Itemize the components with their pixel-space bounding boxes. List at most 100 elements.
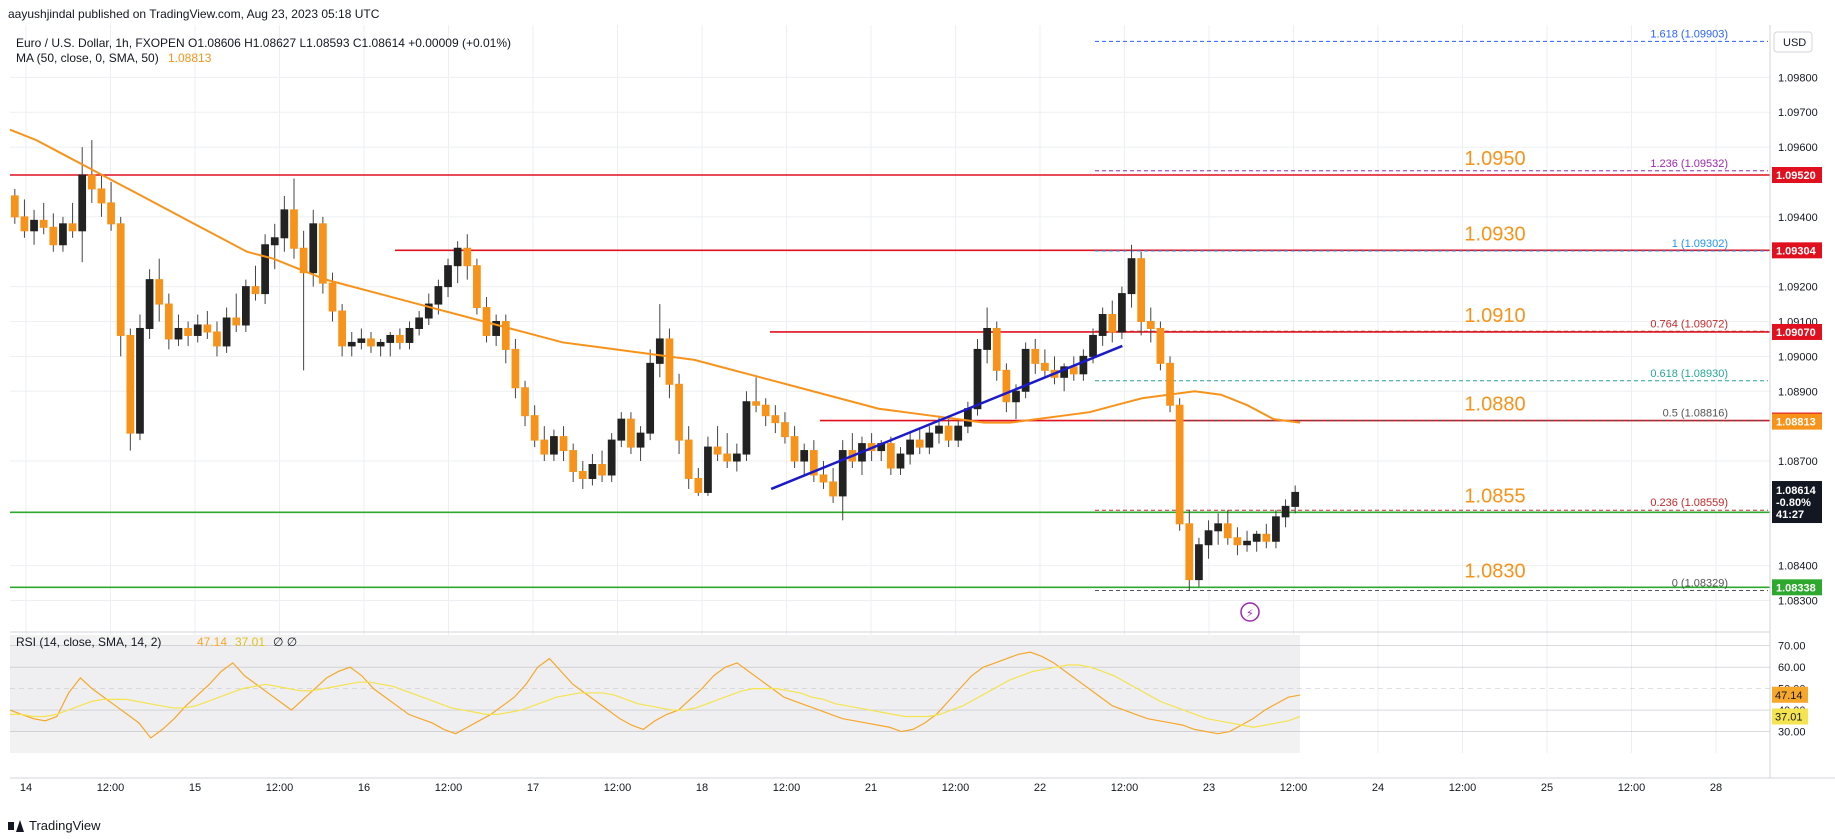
candle [704, 436, 712, 496]
candle-body [1156, 327, 1165, 364]
candle-body [1243, 540, 1251, 546]
x-tick-label: 23 [1203, 782, 1215, 794]
lightning-glyph: ⚡ [1246, 608, 1254, 620]
lightning-icon[interactable] [1240, 602, 1260, 622]
candle [530, 405, 539, 448]
fib-label: 1.618 (1.09903) [1650, 28, 1728, 40]
candle-body [49, 226, 58, 246]
candle-body [598, 464, 606, 476]
candle-body [935, 425, 943, 434]
price-badge: 1.08338 [1772, 579, 1822, 596]
y-tick-label: 1.09000 [1778, 351, 1818, 363]
candle-body [617, 418, 626, 441]
candle-body [655, 338, 664, 364]
price-badge-bg [1772, 413, 1822, 430]
candle-body [453, 247, 462, 267]
candle-body [925, 432, 934, 448]
rsi-extra: ∅ ∅ [273, 635, 297, 649]
candle [1050, 356, 1059, 385]
fib-label: 1 (1.09302) [1672, 238, 1728, 250]
candle-body [78, 174, 87, 232]
candle [1156, 321, 1165, 371]
candle-body [136, 327, 144, 434]
candle [1118, 286, 1126, 339]
candle-body [299, 247, 308, 274]
candle [1223, 509, 1232, 545]
candle-body [444, 265, 452, 288]
candle [915, 429, 924, 455]
candle-body [222, 317, 231, 347]
price-badge: 1.08813 [1772, 413, 1822, 430]
tradingview-logo[interactable]: TradingView [8, 818, 101, 833]
y-tick-label: 1.08900 [1778, 386, 1818, 398]
candle-body [992, 327, 1001, 371]
fib-label: 0 (1.08329) [1672, 577, 1728, 589]
candle-body [463, 247, 472, 267]
candle [107, 181, 115, 231]
candle-body [829, 481, 837, 497]
candle [319, 216, 327, 294]
x-tick-label: 21 [865, 782, 877, 794]
candle-body [569, 450, 578, 472]
candle [925, 426, 934, 455]
candle [347, 331, 356, 357]
candle [742, 391, 751, 462]
candle [713, 426, 722, 462]
level-label: 1.0830 [1464, 560, 1525, 582]
candle-body [405, 327, 414, 343]
candle-body [761, 404, 770, 417]
level-label: 1.0930 [1464, 223, 1525, 245]
level-label: 1.0910 [1464, 305, 1525, 327]
levels-layer: 1.0950 1.0930 1.0910 1.0880 1.0855 1.0830 [10, 148, 1770, 589]
candle-body [550, 436, 558, 455]
candle [261, 234, 269, 305]
candle [992, 321, 1001, 381]
level-label: 1.0880 [1464, 394, 1525, 416]
candle [126, 328, 135, 451]
x-tick-label: 22 [1034, 782, 1046, 794]
candle-body [906, 439, 914, 455]
x-tick-label: 12:00 [942, 782, 970, 794]
candle [627, 412, 635, 455]
candle [1272, 509, 1280, 549]
candle [675, 373, 683, 455]
candle-body [800, 450, 809, 462]
rsi-badge: 47.14 [1772, 686, 1808, 703]
candle [20, 199, 29, 238]
rsi-badge: 37.01 [1772, 708, 1808, 725]
candle-body [357, 338, 366, 343]
candle-body [1089, 334, 1097, 357]
price-badge-label: 1.09520 [1776, 170, 1816, 182]
candle-body [290, 209, 298, 249]
candle [87, 140, 96, 203]
candle-body [261, 244, 269, 295]
x-tick-label: 24 [1372, 782, 1384, 794]
candle [1281, 499, 1290, 528]
candle [222, 307, 231, 353]
candle [367, 331, 375, 353]
price-badge-label: 1.08813 [1776, 417, 1816, 429]
price-badge: 1.09070 [1772, 323, 1822, 340]
x-tick-label: 12:00 [1280, 782, 1308, 794]
candle-body [193, 324, 202, 336]
candle [30, 209, 38, 245]
currency-button[interactable] [1773, 31, 1813, 53]
candle-body [1166, 362, 1174, 406]
candle-body [771, 415, 780, 424]
candle-body [251, 286, 260, 295]
candle-body [521, 387, 529, 417]
candle [646, 349, 655, 441]
candle [1021, 342, 1030, 399]
price-badge-bg [1772, 579, 1822, 596]
candle-body [30, 219, 38, 232]
current-price-line: 41:27 [1776, 509, 1804, 521]
candle-body [1233, 537, 1242, 546]
symbol-line: Euro / U.S. Dollar, 1h, FXOPEN O1.08606 … [16, 36, 511, 50]
candle-body [964, 408, 972, 427]
candle [1108, 300, 1117, 343]
candle [617, 412, 626, 448]
candle-body [241, 286, 250, 326]
candle [1166, 356, 1174, 413]
candle-body [309, 223, 318, 274]
